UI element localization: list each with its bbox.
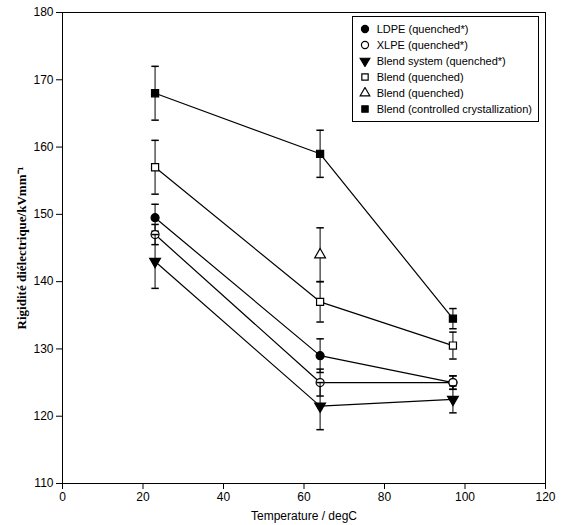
svg-text:40: 40 — [217, 490, 231, 504]
svg-text:140: 140 — [33, 274, 53, 288]
svg-text:20: 20 — [136, 490, 150, 504]
svg-text:160: 160 — [33, 140, 53, 154]
html-text:Blend (controlled crystallizat: Blend (controlled crystallization) — [376, 103, 532, 115]
html-text:Blend (quenched): Blend (quenched) — [376, 87, 464, 99]
svg-text:170: 170 — [33, 73, 53, 87]
svg-text:80: 80 — [378, 490, 392, 504]
svg-text:100: 100 — [455, 490, 475, 504]
svg-text:150: 150 — [33, 207, 53, 221]
html-text:Blend (quenched): Blend (quenched) — [376, 71, 464, 83]
html-text:LDPE (quenched*): LDPE (quenched*) — [376, 23, 469, 35]
svg-text:Rigidité diélectrique/kVmm⁻¹: Rigidité diélectrique/kVmm⁻¹ — [14, 167, 29, 330]
svg-text:0: 0 — [59, 490, 66, 504]
html-text:Blend system (quenched*): Blend system (quenched*) — [376, 55, 506, 67]
svg-text:120: 120 — [33, 409, 53, 423]
svg-text:130: 130 — [33, 342, 53, 356]
svg-text:180: 180 — [33, 5, 53, 19]
svg-text:120: 120 — [535, 490, 555, 504]
svg-text:Temperature / degC: Temperature / degC — [251, 509, 357, 523]
html-text:XLPE (quenched*): XLPE (quenched*) — [376, 39, 468, 51]
svg-text:110: 110 — [34, 476, 53, 490]
svg-text:60: 60 — [297, 490, 311, 504]
